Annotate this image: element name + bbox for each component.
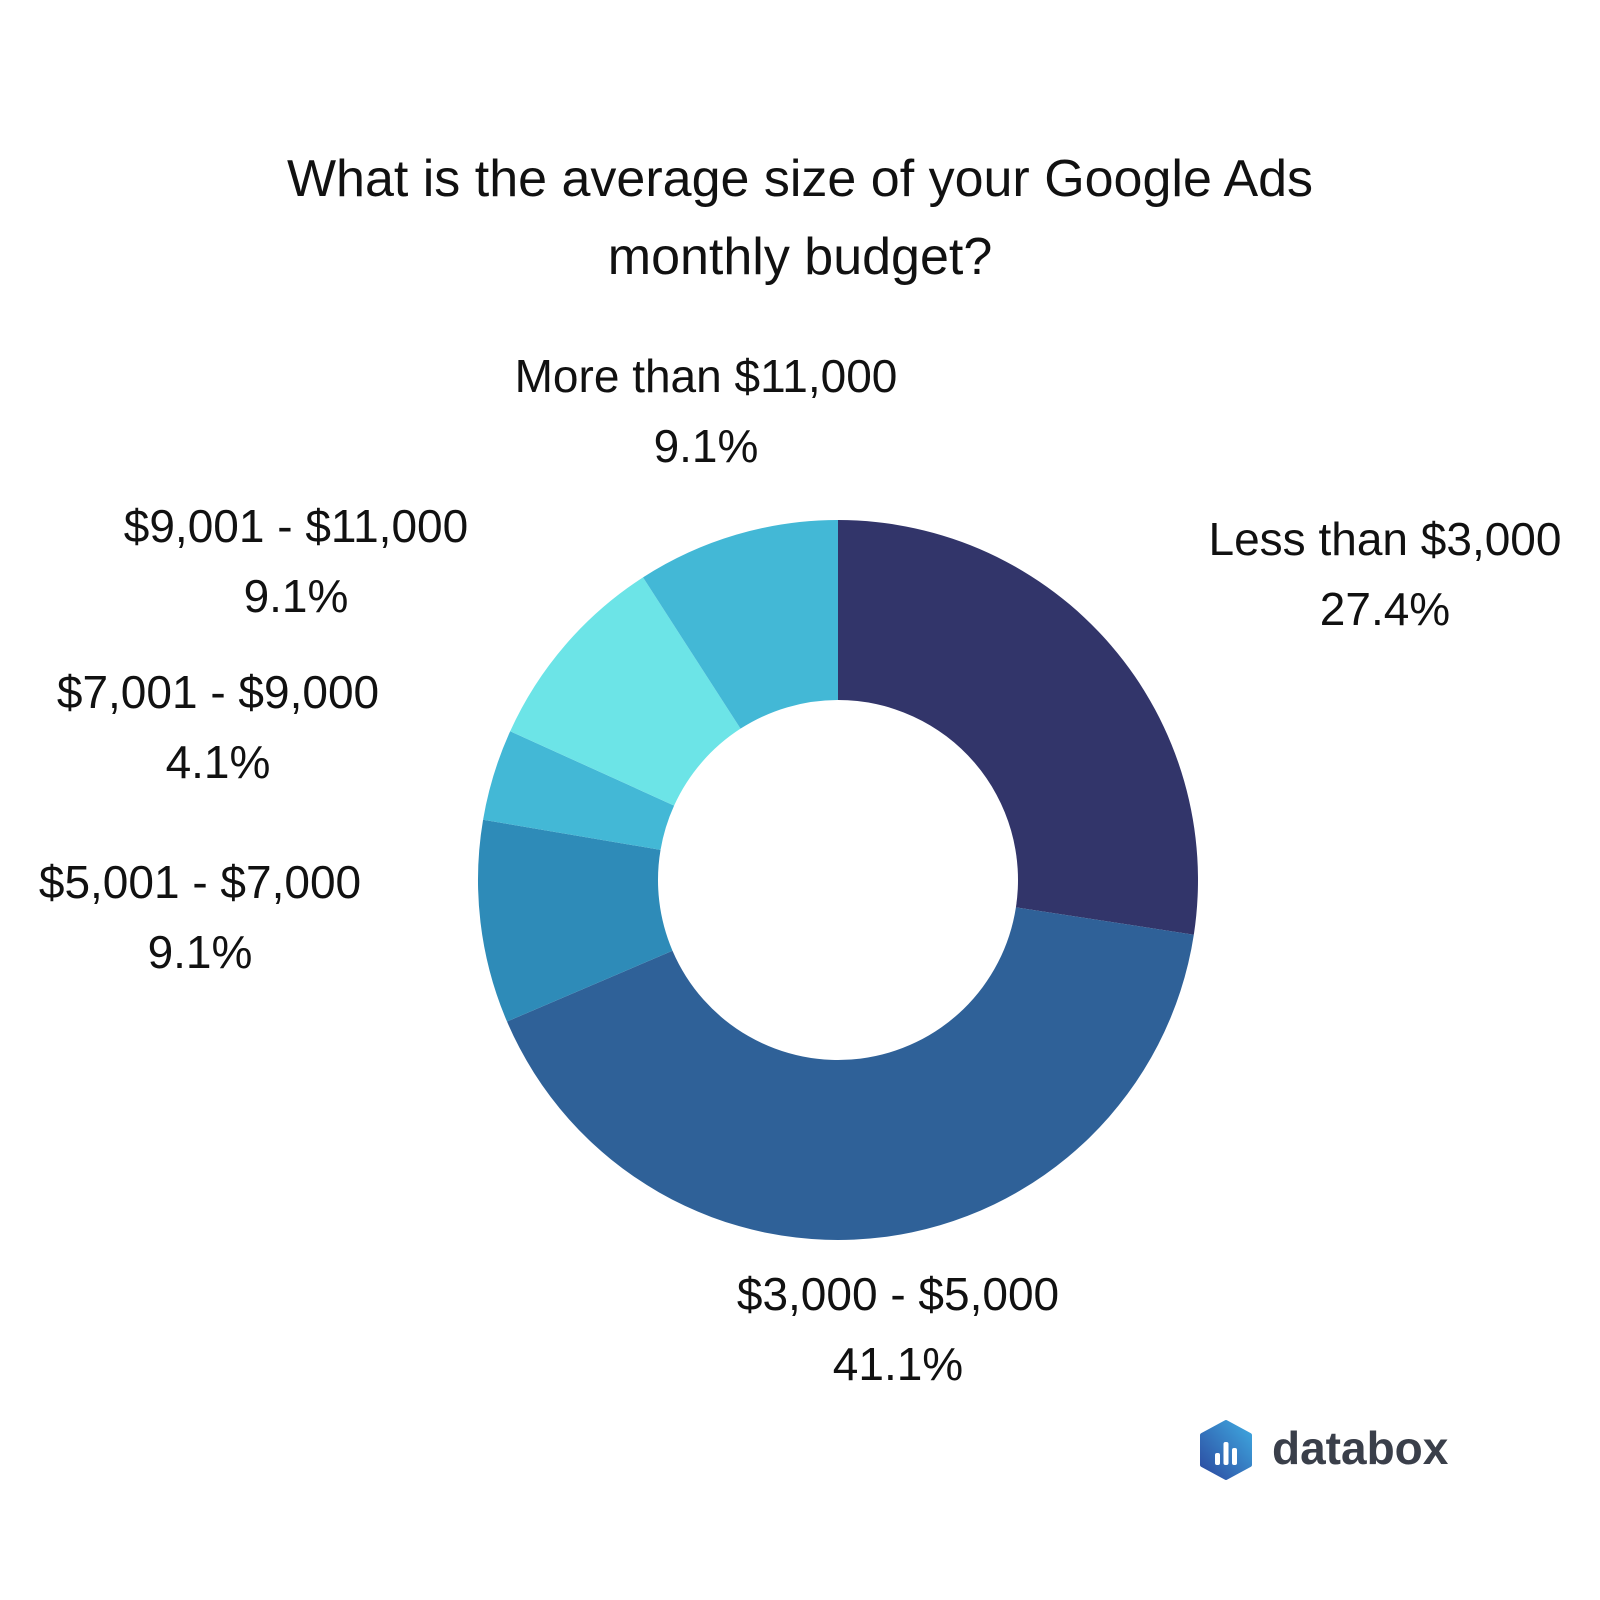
slice-more-than-11-000 — [643, 520, 838, 729]
chart-title-line-2: monthly budget? — [607, 228, 993, 286]
slice-3-000-5-000 — [506, 907, 1194, 1241]
donut-slices — [478, 520, 1198, 1241]
slice-value-label-9-001-11-000: 9.1% — [244, 570, 349, 622]
slice-9-001-11-000 — [510, 577, 741, 806]
brand-name: databox — [1272, 1422, 1449, 1474]
slice-label-less-than-3-000: Less than $3,000 — [1209, 513, 1562, 565]
slice-value-label-3-000-5-000: 41.1% — [833, 1338, 963, 1390]
slice-value-label-less-than-3-000: 27.4% — [1320, 583, 1450, 635]
chart-title-line-1: What is the average size of your Google … — [286, 150, 1314, 208]
databox-logo-icon — [1200, 1420, 1252, 1480]
chart-title: What is the average size of your Google … — [0, 140, 1600, 296]
slice-labels: Less than $3,000 27.4% $3,000 - $5,000 41.1… — [39, 350, 1562, 1390]
databox-brand: databox — [1198, 1418, 1458, 1482]
slice-5-001-7-000 — [478, 819, 673, 1022]
slice-value-label-7-001-9-000: 4.1% — [166, 736, 271, 788]
slice-less-than-3-000 — [838, 520, 1198, 935]
slice-label-3-000-5-000: $3,000 - $5,000 — [737, 1268, 1059, 1320]
slice-label-7-001-9-000: $7,001 - $9,000 — [57, 666, 379, 718]
slice-label-9-001-11-000: $9,001 - $11,000 — [124, 500, 468, 552]
slice-label-5-001-7-000: $5,001 - $7,000 — [39, 856, 361, 908]
slice-value-label-more-than-11-000: 9.1% — [654, 420, 759, 472]
slice-label-more-than-11-000: More than $11,000 — [515, 350, 898, 402]
slice-7-001-9-000 — [483, 731, 675, 850]
slice-value-label-5-001-7-000: 9.1% — [148, 926, 253, 978]
